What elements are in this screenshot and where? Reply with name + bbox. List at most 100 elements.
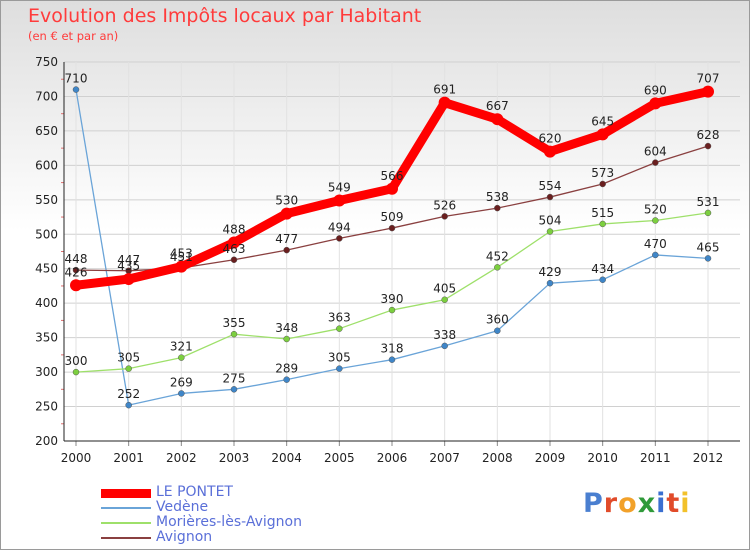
chart-subtitle: (en € et par an)	[28, 29, 119, 43]
data-label: 509	[381, 210, 404, 224]
data-label: 531	[697, 195, 720, 209]
data-label: 690	[644, 83, 667, 97]
data-label: 453	[170, 247, 193, 261]
data-label: 434	[591, 262, 614, 276]
data-point	[704, 255, 712, 262]
data-label: 566	[381, 169, 404, 183]
legend-label: Morières-lès-Avignon	[156, 514, 302, 530]
data-point	[491, 113, 504, 126]
y-tick-label: 700	[35, 89, 58, 103]
data-point	[441, 213, 448, 220]
data-label: 321	[170, 340, 193, 354]
data-point	[386, 182, 398, 195]
data-label: 530	[275, 194, 298, 208]
data-label: 447	[117, 253, 140, 267]
legend-label: LE PONTET	[156, 484, 233, 500]
data-label: 573	[591, 166, 614, 180]
data-label: 707	[697, 72, 720, 86]
legend-swatch	[101, 537, 151, 539]
data-point	[704, 142, 712, 150]
x-tick-label: 2008	[482, 451, 513, 465]
data-label: 363	[328, 311, 351, 325]
x-tick-label: 2010	[587, 451, 618, 465]
proxiti-logo: Proxiti	[583, 488, 691, 519]
data-label: 305	[328, 351, 351, 365]
data-label: 465	[697, 240, 720, 254]
x-tick-label: 2006	[377, 451, 408, 465]
data-label: 710	[65, 72, 88, 86]
data-label: 667	[486, 99, 509, 113]
data-label: 300	[65, 354, 88, 368]
x-tick-label: 2012	[693, 451, 724, 465]
data-point	[230, 386, 238, 393]
legend-label: Avignon	[156, 529, 213, 545]
data-point	[599, 180, 606, 188]
data-point	[438, 96, 451, 109]
y-tick-label: 200	[35, 434, 58, 448]
data-label: 390	[381, 292, 404, 306]
data-label: 620	[539, 132, 562, 146]
x-tick-label: 2004	[271, 451, 302, 465]
legend-label: Vedène	[156, 499, 209, 515]
x-tick-label: 2009	[535, 451, 566, 465]
data-point	[599, 220, 606, 228]
y-tick-label: 400	[35, 296, 58, 310]
data-point	[388, 306, 396, 314]
data-point	[125, 401, 132, 409]
x-tick-label: 2001	[113, 451, 144, 465]
data-point	[441, 342, 448, 350]
data-point	[652, 159, 659, 166]
data-point	[652, 217, 659, 224]
data-point	[333, 194, 346, 207]
data-point	[336, 325, 343, 332]
data-label: 451	[170, 250, 193, 264]
data-label: 549	[328, 181, 351, 195]
x-tick-label: 2002	[166, 451, 197, 465]
data-label: 515	[591, 206, 614, 220]
data-label: 348	[275, 321, 298, 335]
data-label: 645	[591, 114, 614, 128]
data-label: 426	[65, 265, 88, 279]
data-label: 318	[381, 342, 404, 356]
data-point	[230, 256, 238, 264]
data-label: 470	[644, 237, 667, 251]
data-point	[702, 85, 714, 98]
data-label: 628	[697, 128, 720, 142]
data-label: 604	[644, 145, 667, 159]
data-point	[546, 228, 554, 235]
data-point	[280, 207, 293, 220]
y-tick-label: 450	[35, 262, 58, 276]
data-label: 305	[117, 351, 140, 365]
data-point	[544, 145, 556, 158]
data-label: 275	[223, 371, 246, 385]
x-tick-label: 2007	[429, 451, 460, 465]
data-point	[336, 235, 343, 242]
data-point	[122, 273, 135, 286]
data-point	[652, 251, 659, 259]
y-tick-label: 600	[35, 158, 58, 172]
data-label: 494	[328, 220, 351, 234]
data-point	[494, 327, 501, 334]
data-label: 526	[433, 198, 456, 212]
x-tick-label: 2003	[219, 451, 250, 465]
legend-swatch	[101, 488, 151, 498]
data-label: 691	[433, 83, 456, 97]
data-point	[228, 236, 240, 249]
data-point	[494, 264, 501, 271]
x-tick-label: 2000	[61, 451, 92, 465]
data-point	[72, 86, 80, 93]
data-point	[388, 356, 396, 363]
chart-title: Evolution des Impôts locaux par Habitant	[28, 5, 422, 27]
data-point	[649, 97, 662, 110]
data-point	[70, 279, 82, 292]
y-tick-label: 300	[35, 365, 58, 379]
data-point	[336, 365, 343, 372]
data-label: 520	[644, 202, 667, 216]
data-label: 405	[433, 282, 456, 296]
data-label: 355	[223, 316, 246, 330]
data-label: 554	[539, 179, 562, 193]
x-tick-label: 2011	[640, 451, 671, 465]
data-label: 435	[117, 259, 140, 273]
data-label: 504	[539, 214, 562, 228]
